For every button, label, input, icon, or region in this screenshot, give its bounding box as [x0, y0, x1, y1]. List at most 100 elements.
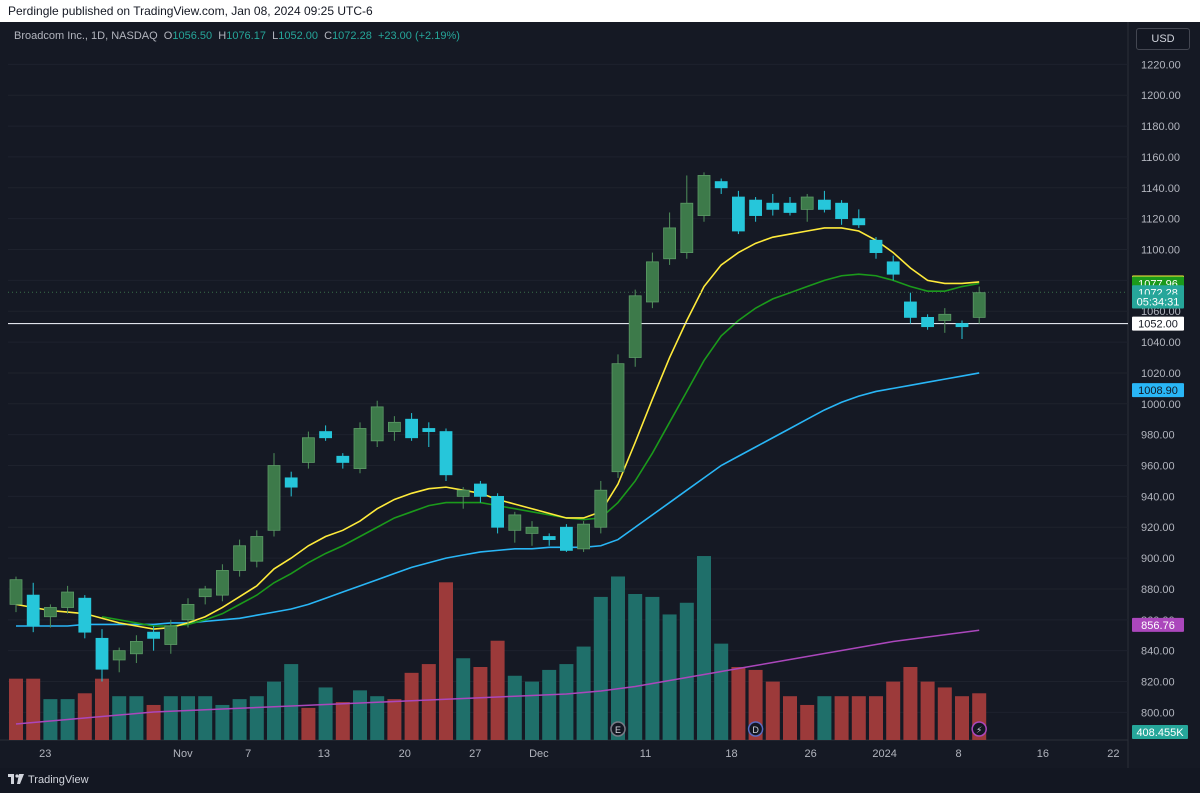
candle-body: [284, 477, 298, 488]
x-tick-label: 22: [1107, 748, 1119, 760]
y-tick-label: 840.00: [1141, 646, 1175, 658]
x-tick-label: 16: [1037, 748, 1049, 760]
symbol-legend: Broadcom Inc., 1D, NASDAQ O1056.50 H1076…: [14, 30, 460, 42]
price-label-text: 1052.00: [1138, 319, 1178, 331]
x-tick-label: Nov: [173, 748, 193, 760]
x-tick-label: 18: [725, 748, 737, 760]
candle-body: [560, 526, 573, 551]
y-tick-label: 1040.00: [1141, 337, 1181, 349]
y-tick-label: 800.00: [1141, 707, 1175, 719]
candle-body: [800, 196, 814, 210]
volume-bar: [421, 664, 436, 740]
y-tick-label: 1160.00: [1141, 152, 1180, 164]
volume-bar: [267, 681, 281, 740]
y-tick-label: 1060.00: [1141, 306, 1181, 318]
y-tick-label: 820.00: [1141, 677, 1175, 689]
x-tick-label: Dec: [529, 748, 549, 760]
symbol-name: Broadcom Inc., 1D, NASDAQ: [14, 30, 158, 42]
candle-body: [766, 202, 780, 210]
x-tick-label: 8: [955, 748, 961, 760]
candle-body: [491, 495, 505, 528]
candle-body: [749, 199, 762, 216]
volume-bar: [43, 699, 58, 740]
volume-bar: [129, 696, 144, 740]
high-key: H: [218, 30, 227, 42]
candle-body: [319, 431, 333, 439]
volume-bar: [679, 602, 694, 740]
volume-bar: [903, 667, 918, 740]
volume-bar: [9, 678, 23, 740]
volume-bar: [335, 702, 350, 740]
y-tick-label: 900.00: [1141, 553, 1175, 565]
candle-body: [955, 323, 969, 328]
y-tick-label: 1020.00: [1141, 368, 1181, 380]
volume-bar: [765, 681, 780, 740]
volume-bar: [800, 704, 815, 740]
price-label: 856.76: [1132, 617, 1184, 632]
candle-body: [26, 594, 40, 627]
candle-body: [594, 489, 608, 528]
y-tick-label: 940.00: [1141, 491, 1175, 503]
volume-bar: [232, 699, 247, 740]
volume-bar: [146, 704, 161, 740]
candle-body: [215, 570, 229, 596]
chart-svg[interactable]: 1220.00 1200.00 1180.00 1160.00 1140.00 1120.…: [0, 22, 1200, 768]
volume-bar: [198, 696, 213, 740]
candle-body: [405, 418, 419, 439]
volume-bar: [645, 596, 660, 740]
price-label-text: 05:34:31: [1137, 297, 1180, 309]
volume-bar: [662, 614, 677, 740]
currency-button[interactable]: USD: [1136, 28, 1190, 50]
y-tick-label: 1200.00: [1141, 90, 1181, 102]
volume-bar: [95, 678, 109, 740]
volume-bar: [112, 696, 127, 740]
volume-bar: [404, 672, 419, 740]
y-tick-label: 880.00: [1141, 584, 1175, 596]
tradingview-brand[interactable]: TradingView: [28, 774, 89, 786]
volume-bar: [851, 696, 866, 740]
volume-bar: [731, 667, 746, 740]
price-label: 1052.00: [1132, 316, 1184, 331]
event-marker-icon: [971, 721, 987, 737]
volume-bar: [611, 576, 625, 740]
candle-body: [818, 199, 831, 210]
price-label-bg: [1132, 316, 1184, 331]
volume-bar: [869, 696, 883, 740]
change-value: +23.00 (+2.19%): [377, 30, 460, 42]
low-key: L: [272, 30, 279, 42]
candle-body: [972, 292, 986, 318]
candle-body: [78, 597, 92, 633]
publisher-bar: Perdingle published on TradingView.com, …: [0, 0, 1200, 22]
volume-bar: [697, 556, 711, 740]
candle-body: [628, 295, 642, 358]
price-label-text: 856.76: [1141, 620, 1175, 632]
close-value: 1072.28: [332, 30, 372, 42]
volume-bar: [783, 696, 797, 740]
volume-bar: [284, 664, 299, 740]
volume-bar: [628, 594, 643, 740]
volume-label-bg: [1132, 725, 1188, 739]
candle-body: [181, 603, 195, 621]
candle-body: [577, 523, 590, 550]
open-key: O: [163, 30, 173, 42]
volume-bar: [353, 690, 367, 740]
event-marker-icon: [747, 721, 764, 737]
volume-bar: [163, 696, 178, 740]
volume-bar: [490, 640, 505, 740]
candle-body: [233, 545, 247, 571]
x-tick-label: 27: [469, 748, 481, 760]
volume-bar: [439, 582, 453, 740]
x-tick-label: 7: [245, 748, 251, 760]
low-value: 1052.00: [278, 30, 318, 42]
volume-bar: [77, 693, 92, 740]
price-label-bg: [1132, 617, 1184, 632]
chart-area[interactable]: 1220.00 1200.00 1180.00 1160.00 1140.00 1120.…: [0, 22, 1200, 768]
y-tick-label: 1120.00: [1141, 214, 1180, 226]
candle-body: [783, 202, 797, 213]
volume-bar: [542, 669, 557, 740]
tradingview-logo-icon[interactable]: [8, 774, 24, 786]
y-tick-label: 1180.00: [1141, 121, 1180, 133]
published-text: Perdingle published on TradingView.com, …: [8, 4, 373, 18]
volume-bar: [181, 696, 195, 740]
price-label-bg: [1132, 294, 1184, 309]
